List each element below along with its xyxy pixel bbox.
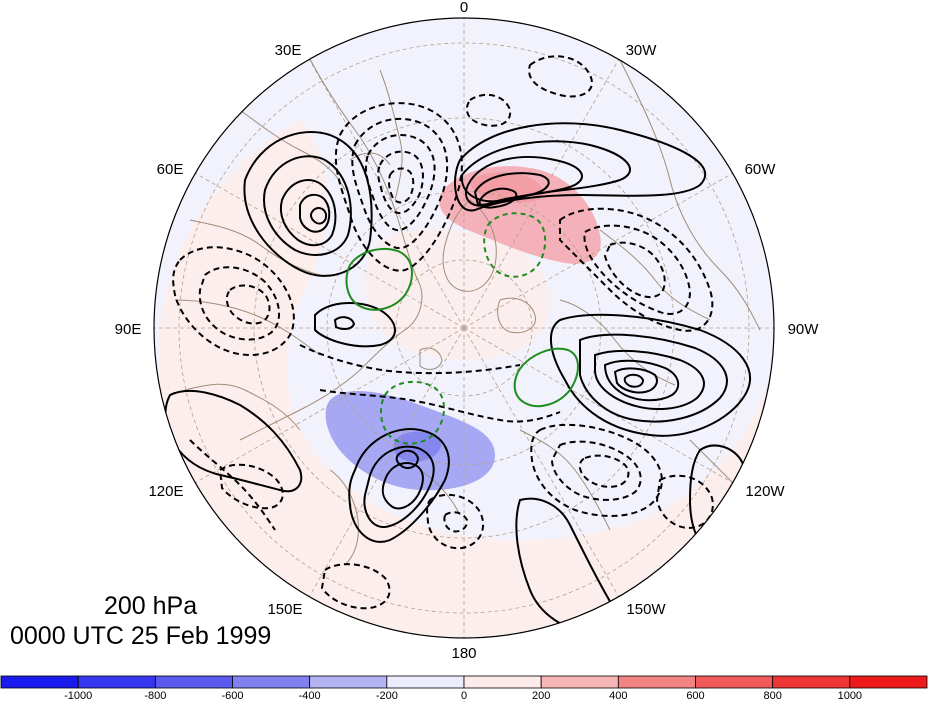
colorbar-segment [386,675,465,689]
lon-label-0: 0 [460,0,468,16]
colorbar-segment [309,675,388,689]
lon-label-180: 180 [451,645,476,662]
lon-label-150w: 150W [626,601,666,618]
colorbar-segment [154,675,233,689]
colorbar-tick-label: -1000 [64,690,92,702]
lon-label-120w: 120W [745,483,785,500]
colorbar-segment [232,675,311,689]
colorbar-tick-label: -800 [144,690,166,702]
lon-label-60w: 60W [745,161,777,178]
colorbar-segment [463,675,542,689]
map-border [153,17,775,639]
solid-contours [164,122,751,635]
coastlines [174,39,761,566]
green-contours [345,212,579,445]
colorbar-tick-label: 400 [609,690,627,702]
lon-label-90e: 90E [115,321,142,338]
lon-label-150e: 150E [267,601,302,618]
colorbar-segment [617,675,696,689]
dashed-contours [172,55,714,610]
colorbar-tick-label: 200 [532,690,550,702]
lon-label-30e: 30E [275,42,302,59]
colorbar-segment [540,675,619,689]
title-level: 200 hPa [104,592,198,620]
positive-background-region [160,120,774,638]
title-time: 0000 UTC 25 Feb 1999 [10,622,272,650]
colorbar-tick-label: -600 [221,690,243,702]
colorbar-tick-label: 800 [763,690,781,702]
lon-label-60e: 60E [157,161,184,178]
colorbar-segment [77,675,156,689]
colorbar-segment [0,675,79,689]
colorbar-segment [772,675,851,689]
colorbar-tick-label: 1000 [838,690,862,702]
colorbar-segment [695,675,774,689]
colorbar: -1000 -800 -600 -400 -200 0 200 400 600 800 1000 [0,675,928,702]
colorbar-tick-label: -400 [299,690,321,702]
colorbar-tick-label: 0 [461,690,467,702]
lon-label-120e: 120E [148,483,183,500]
lon-label-90w: 90W [788,321,820,338]
meridian-gridlines [154,18,774,638]
colorbar-segment [849,675,928,689]
colorbar-tick-label: -200 [376,690,398,702]
lon-label-30w: 30W [626,42,658,59]
colorbar-tick-label: 600 [686,690,704,702]
